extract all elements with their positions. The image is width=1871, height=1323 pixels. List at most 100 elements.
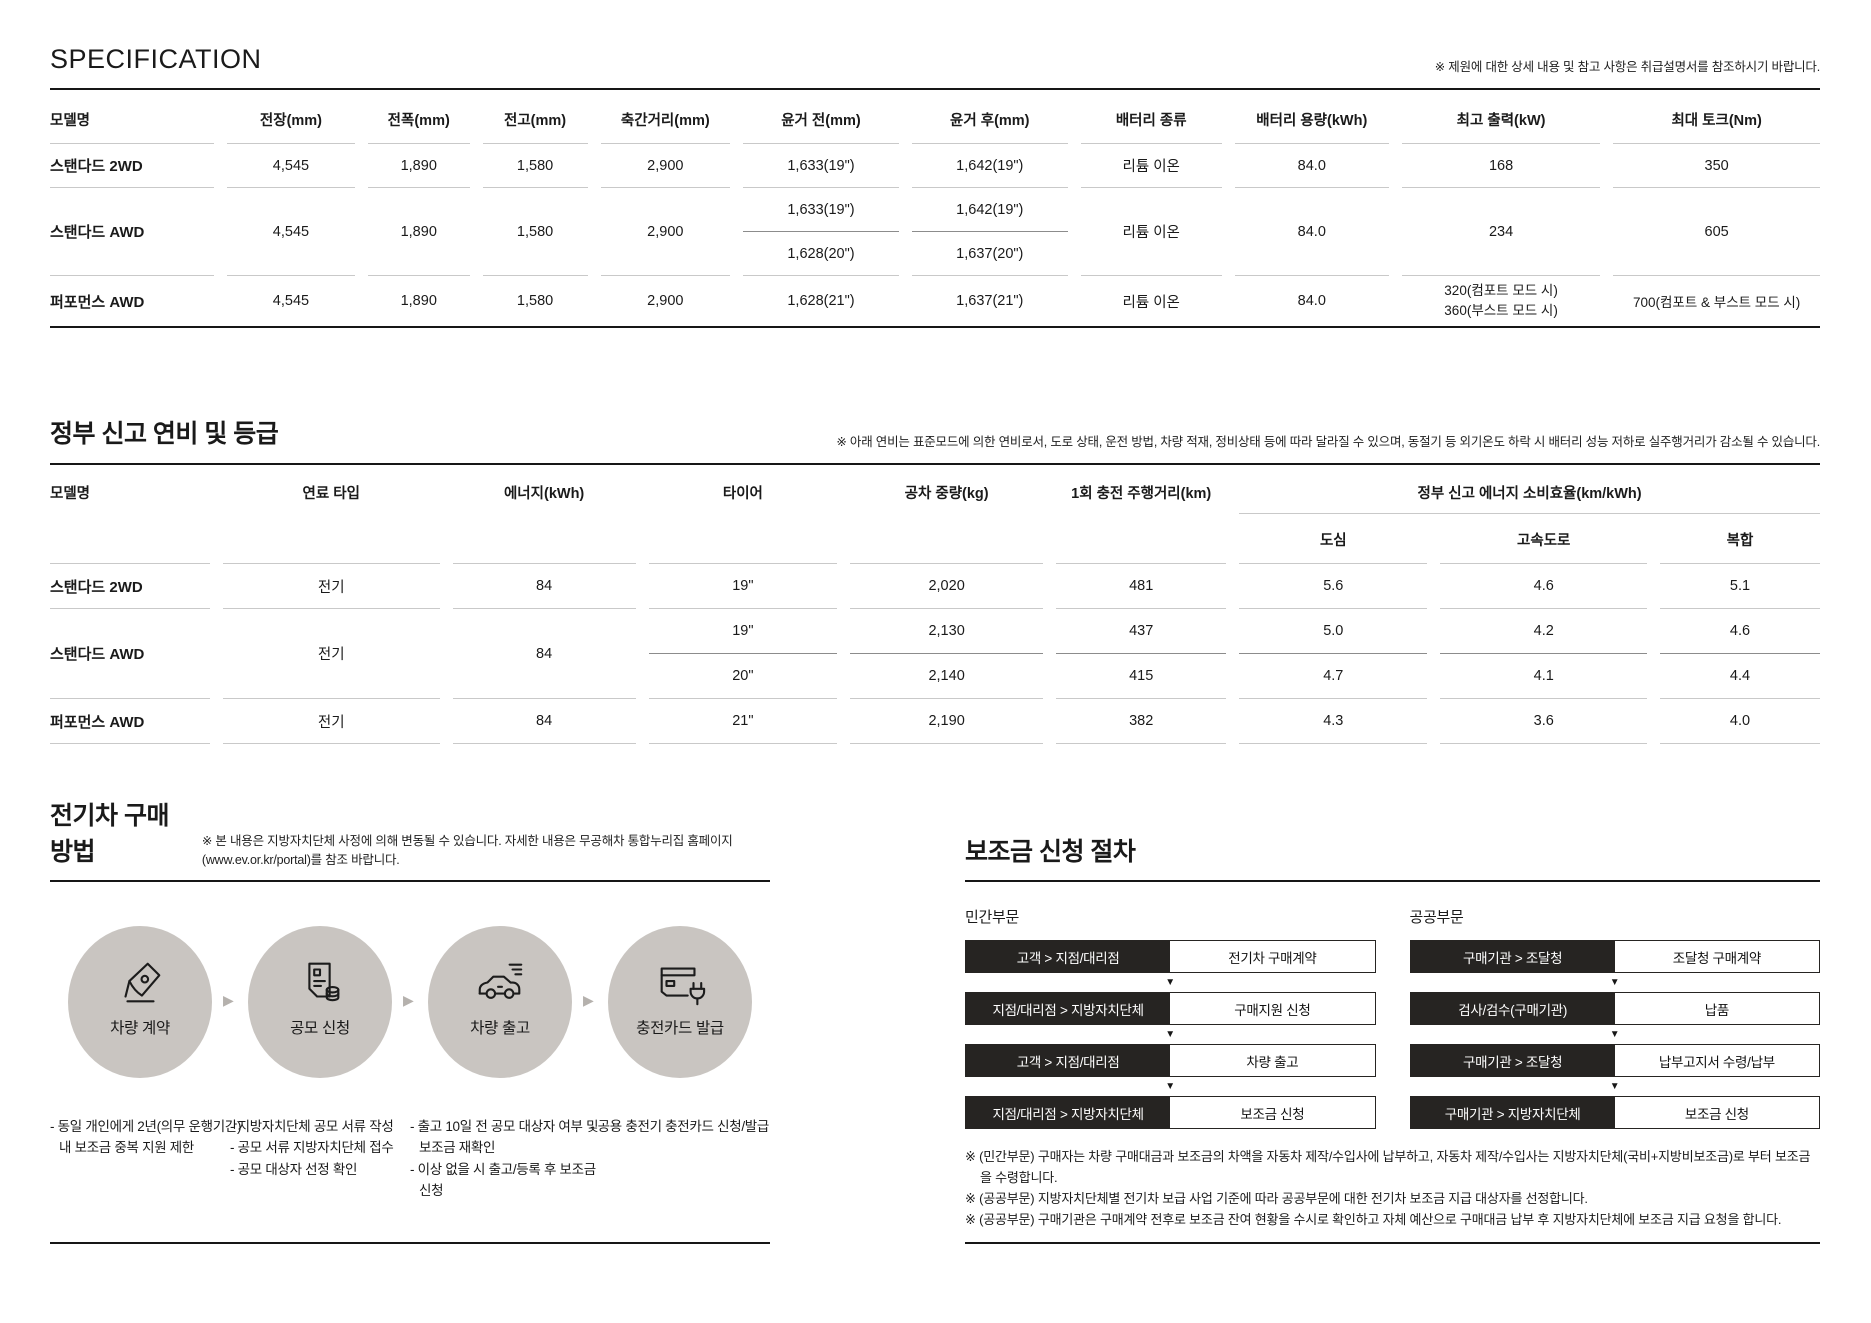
table-cell: 전기 [222,609,440,699]
footnote: ※ (공공부문) 지방자치단체별 전기차 보급 사업 기준에 따라 공공부문에 … [965,1191,1588,1207]
table-row-standard-awd: 스탠다드 AWD 4,545 1,890 1,580 2,900 1,633(1… [50,188,1820,276]
table-cell: 2,020 [850,564,1044,609]
flow-action: 전기차 구매계약 [1228,950,1317,966]
table-cell: 84 [452,609,636,699]
step-bullets: - 지방자치단체 공모 서류 작성 - 공모 서류 지방자치단체 접수 - 공모… [230,1116,427,1180]
flow-step: 구매기관 > 조달청 조달청 구매계약 [1409,940,1820,973]
subsidy-flows: 민간부문 고객 > 지점/대리점 전기차 구매계약 ▼ 지점/대리점 > 지방자… [965,896,1820,1129]
table-row-standard-awd-20inch: 1,628(20") 1,637(20") [50,232,1820,276]
footnote: ※ (공공부문) 구매기관은 구매계약 전후로 보조금 잔여 현황을 수시로 확… [965,1212,1782,1228]
flow-actor: 구매기관 > 지방자치단체 [1410,1097,1615,1128]
table-cell: 5.6 [1239,564,1428,609]
column-header: 최대 토크(Nm) [1613,90,1820,144]
step-label: 충전카드 발급 [636,1020,724,1037]
step-bullets: - 공용 충전기 충전카드 신청/발급 [590,1116,787,1137]
purchase-method-title: 전기차 구매방법 [50,802,169,866]
public-sector-flow: 공공부문 구매기관 > 조달청 조달청 구매계약 ▼ 검사/검수(구매기관) 납… [1409,896,1820,1129]
flow-action: 조달청 구매계약 [1672,950,1762,966]
table-cell: 21" [648,699,837,744]
table-cell: 4.6 [1440,564,1647,609]
table-cell: 4,545 [272,293,310,309]
flow-action: 보조금 신청 [1684,1106,1749,1122]
table-cell: 2,900 [647,293,684,309]
column-header-city: 도심 [1239,514,1428,564]
table-cell: 1,642(19") [911,188,1068,232]
table-cell: 382 [1056,699,1227,744]
table-cell: 605 [1613,188,1820,276]
efficiency-group-header: 정부 신고 에너지 소비효율(km/kWh) [1239,465,1820,514]
column-header: 1회 충전 주행거리(km) [1056,465,1227,564]
flow-action: 차량 출고 [1246,1054,1299,1070]
table-cell: 1,633(19") [743,188,899,232]
column-header: 윤거 전(mm) [743,90,899,144]
table-cell: 전기 [222,564,440,609]
table-cell: 4.2 [1440,609,1647,654]
bullet-item: - 공용 충전기 충전카드 신청/발급 [590,1119,770,1134]
table-cell: 1,580 [482,144,588,188]
purchase-step-charge-card: 충전카드 발급 - 공용 충전기 충전카드 신청/발급 [590,926,770,1201]
flow-actor: 구매기관 > 조달청 [1410,941,1615,972]
table-cell: 1,628(21") [787,293,855,309]
column-header: 연료 타입 [222,465,440,564]
table-cell: 1,633(19") [743,144,899,188]
table-cell: 리튬 이온 [1080,144,1222,188]
step-bullets: - 동일 개인에게 2년(의무 운행기간) 내 보조금 중복 지원 제한 [50,1116,247,1159]
fuel-economy-section: 정부 신고 연비 및 등급 ※ 아래 연비는 표준모드에 의한 연비로서, 도로… [50,414,1820,744]
flow-step: 구매기관 > 조달청 납부고지서 수령/납부 [1409,1044,1820,1077]
bullet-item: - 동일 개인에게 2년(의무 운행기간) 내 보조금 중복 지원 제한 [50,1119,242,1156]
flow-action: 납부고지서 수령/납부 [1658,1054,1775,1070]
model-name: 퍼포먼스 AWD [50,699,210,744]
table-row-standard-awd: 스탠다드 AWD 전기 84 19" 2,130 437 5.0 4.2 4.6 [50,609,1820,699]
column-header: 모델명 [50,90,214,144]
purchase-steps: 차량 계약 - 동일 개인에게 2년(의무 운행기간) 내 보조금 중복 지원 … [50,926,770,1201]
table-row-standard-awd-20inch: 20" 2,140 415 4.7 4.1 4.4 [50,654,1820,699]
table-cell: 1,890 [400,293,437,309]
table-cell: 1,637(20") [911,232,1068,276]
table-cell: 1,642(19") [911,144,1068,188]
flow-step: 구매기관 > 지방자치단체 보조금 신청 [1409,1096,1820,1129]
table-cell: 4.6 [1660,609,1820,654]
table-cell: 234 [1401,188,1601,276]
table-cell: 2,130 [850,609,1044,654]
column-header: 공차 중량(kg) [850,465,1044,564]
column-header: 윤거 후(mm) [911,90,1068,144]
table-cell: 19" [648,564,837,609]
table-cell: 84.0 [1234,188,1389,276]
purchase-method-section: 전기차 구매방법 ※ 본 내용은 지방자치단체 사정에 의해 변동될 수 있습니… [50,802,770,1245]
fuel-economy-title: 정부 신고 연비 및 등급 [50,420,279,448]
bullet-item: - 지방자치단체 공모 서류 작성 [230,1119,394,1134]
table-cell: 4.0 [1660,699,1820,744]
column-header: 전고(mm) [482,90,588,144]
down-arrow-icon: ▼ [1165,977,1176,988]
table-cell: 4,545 [227,144,355,188]
fuel-subheader-row: 도심 고속도로 복합 [50,514,1820,564]
table-cell: 2,900 [600,188,731,276]
flow-actor: 검사/검수(구매기관) [1410,993,1615,1024]
down-arrow-icon: ▼ [1609,1029,1620,1040]
flow-actor: 지점/대리점 > 지방자치단체 [966,993,1171,1024]
flow-step: 고객 > 지점/대리점 차량 출고 [965,1044,1376,1077]
vehicle-contract-circle: 차량 계약 [68,926,212,1078]
table-cell: 415 [1056,654,1227,699]
purchase-step-application: 공모 신청 - 지방자치단체 공모 서류 작성 - 공모 서류 지방자치단체 접… [230,926,410,1201]
purchase-step-contract: 차량 계약 - 동일 개인에게 2년(의무 운행기간) 내 보조금 중복 지원 … [50,926,241,1201]
table-cell: 84.0 [1297,293,1326,309]
specification-note: ※ 제원에 대한 상세 내용 및 참고 사항은 취급설명서를 참조하시기 바랍니… [1434,60,1820,74]
column-header: 에너지(kWh) [452,465,636,564]
column-header: 최고 출력(kW) [1401,90,1601,144]
column-header: 축간거리(mm) [600,90,731,144]
subsidy-procedure-section: 보조금 신청 절차 민간부문 고객 > 지점/대리점 전기차 구매계약 ▼ 지점… [965,833,1820,1245]
specification-section: SPECIFICATION ※ 제원에 대한 상세 내용 및 참고 사항은 취급… [50,44,1820,328]
subsidy-procedure-header: 보조금 신청 절차 [965,833,1820,882]
table-cell: 4.7 [1239,654,1428,699]
private-sector-label: 민간부문 [965,909,1020,926]
flow-step: 지점/대리점 > 지방자치단체 구매지원 신청 [965,992,1376,1025]
private-sector-flow: 민간부문 고객 > 지점/대리점 전기차 구매계약 ▼ 지점/대리점 > 지방자… [965,896,1376,1129]
step-label: 차량 계약 [110,1020,170,1037]
model-name: 스탠다드 2WD [50,564,210,609]
charge-card-circle: 충전카드 발급 [608,926,752,1078]
table-cell: 리튬 이온 [1122,294,1180,311]
table-cell: 전기 [222,699,440,744]
specification-header: SPECIFICATION ※ 제원에 대한 상세 내용 및 참고 사항은 취급… [50,44,1820,90]
table-cell: 리튬 이온 [1080,188,1222,276]
